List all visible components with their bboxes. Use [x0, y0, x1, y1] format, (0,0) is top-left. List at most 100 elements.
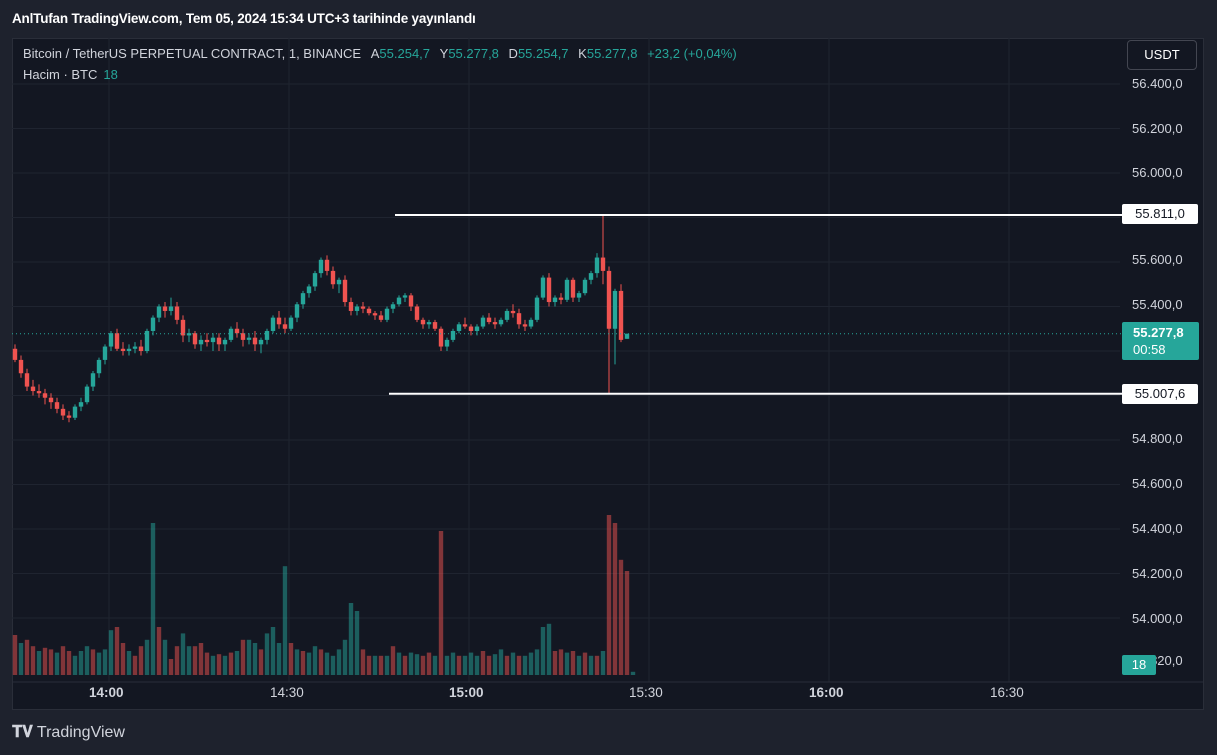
volume-bar [18, 643, 24, 675]
candle-body [330, 270, 336, 285]
volume-bar [36, 651, 42, 675]
volume-bar [180, 633, 186, 675]
volume-bar [336, 649, 342, 675]
price-tick: 54.800,0 [1132, 431, 1183, 446]
volume-bar [618, 559, 624, 675]
candle-body [72, 406, 78, 418]
volume-bar [144, 639, 150, 675]
volume-bar [558, 649, 564, 675]
candle-body [132, 346, 138, 349]
candle-body [96, 359, 102, 374]
tradingview-logo-icon: 𝐓𝐕 [12, 724, 33, 741]
volume-bar [522, 655, 528, 675]
candle-body [576, 293, 582, 298]
candle-body [420, 319, 426, 325]
volume-bar [282, 566, 288, 675]
tradingview-logo[interactable]: 𝐓𝐕 TradingView [12, 724, 125, 742]
volume-bar [450, 652, 456, 675]
price-tick: 55.600,0 [1132, 252, 1183, 267]
volume-bar [576, 655, 582, 675]
candle-body [342, 279, 348, 303]
candle-body [468, 326, 474, 331]
candle-body [18, 359, 24, 374]
symbol-legend[interactable]: Bitcoin / TetherUS PERPETUAL CONTRACT, 1… [23, 46, 737, 61]
symbol-name[interactable]: Bitcoin / TetherUS PERPETUAL CONTRACT, 1… [23, 46, 362, 61]
volume-bar [564, 652, 570, 675]
volume-bar [462, 655, 468, 675]
candle-body [66, 415, 72, 418]
candle-body [270, 317, 276, 331]
candle-body [546, 277, 552, 303]
volume-legend[interactable]: Hacim · BTC 18 [23, 67, 118, 82]
volume-bars [12, 515, 636, 675]
volume-bar [516, 655, 522, 675]
time-tick: 14:00 [89, 685, 124, 700]
volume-bar [66, 651, 72, 675]
candle-body [582, 279, 588, 294]
volume-bar [588, 655, 594, 675]
candle-countdown: 00:58 [1133, 342, 1166, 357]
candle-body [336, 279, 342, 285]
volume-bar [294, 649, 300, 675]
candle-body [558, 297, 564, 300]
volume-bar [420, 655, 426, 675]
volume-bar [96, 652, 102, 675]
volume-bar [264, 633, 270, 675]
currency-button[interactable]: USDT [1127, 40, 1197, 70]
candle-body [48, 397, 54, 403]
upper-line-label[interactable]: 55.811,0 [1122, 204, 1198, 224]
candle-body [414, 306, 420, 320]
lower-line-label[interactable]: 55.007,6 [1122, 384, 1198, 404]
volume-bar [30, 646, 36, 675]
price-tick: 54.200,0 [1132, 566, 1183, 581]
candle-body [108, 333, 114, 347]
chart-overlay [12, 214, 1122, 395]
candle-body [504, 310, 510, 320]
volume-bar [324, 652, 330, 675]
volume-bar [126, 651, 132, 675]
candle-body [276, 317, 282, 325]
volume-label[interactable]: Hacim · BTC [23, 67, 98, 82]
candle-body [318, 259, 324, 274]
volume-bar [216, 654, 222, 675]
candle-body [180, 319, 186, 336]
volume-bar [270, 627, 276, 675]
volume-bar [306, 652, 312, 675]
volume-value: 18 [103, 67, 118, 82]
volume-bar [108, 630, 114, 675]
price-chart[interactable] [12, 38, 1204, 710]
volume-bar [330, 655, 336, 675]
volume-bar [12, 635, 18, 675]
candle-body [228, 328, 234, 340]
volume-bar [102, 649, 108, 675]
volume-bar [252, 643, 258, 675]
volume-bar [570, 651, 576, 675]
volume-bar [426, 652, 432, 675]
candle-body [474, 326, 480, 331]
volume-bar [384, 655, 390, 675]
volume-bar [42, 647, 48, 675]
candle-body [360, 306, 366, 309]
candle-body [174, 306, 180, 320]
volume-bar [582, 652, 588, 675]
candle-body [144, 330, 150, 351]
volume-bar [72, 655, 78, 675]
volume-bar [246, 639, 252, 675]
candle-body [78, 402, 84, 407]
open-label: A [370, 46, 380, 61]
volume-bar [120, 643, 126, 675]
volume-bar [612, 523, 618, 675]
volume-bar [606, 515, 612, 675]
candle-body [264, 330, 270, 340]
candle-body [168, 306, 174, 311]
time-tick: 16:30 [990, 685, 1024, 700]
volume-bar [552, 651, 558, 675]
candle-body [402, 295, 408, 298]
candle-body [426, 322, 432, 325]
volume-bar [600, 651, 606, 675]
candle-body [432, 322, 438, 329]
volume-bar [24, 639, 30, 675]
candle-body [456, 324, 462, 331]
volume-bar [312, 646, 318, 675]
volume-bar [258, 649, 264, 675]
